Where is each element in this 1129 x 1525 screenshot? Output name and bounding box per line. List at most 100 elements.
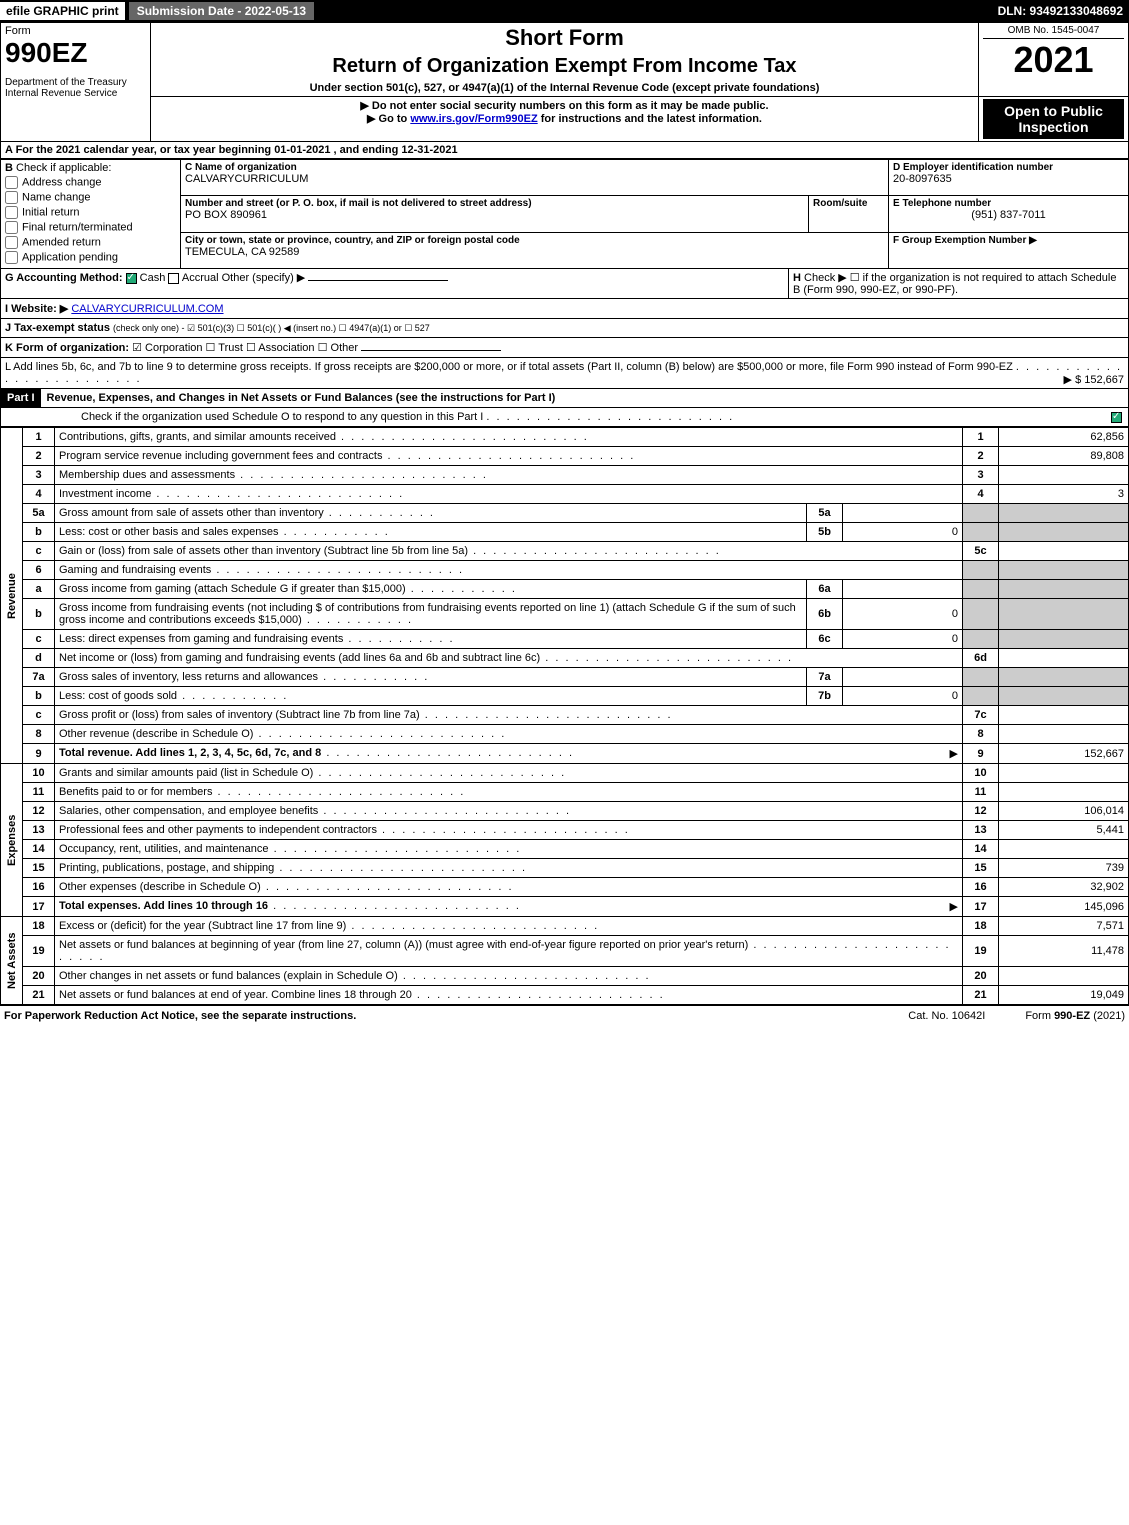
form-number: 990EZ [5,37,146,69]
table-row: dNet income or (loss) from gaming and fu… [1,649,1129,668]
under-section: Under section 501(c), 527, or 4947(a)(1)… [155,82,974,94]
line-description: Total expenses. Add lines 10 through 16 … [55,897,963,917]
check-address-change[interactable]: Address change [5,176,176,189]
phone-value: (951) 837-7011 [893,209,1124,221]
grey-cell [963,504,999,523]
line-description: Net income or (loss) from gaming and fun… [55,649,963,668]
inner-line-number: 6a [807,580,843,599]
short-form-title: Short Form [155,25,974,51]
line-description: Gain or (loss) from sale of assets other… [55,542,963,561]
grey-cell [963,630,999,649]
tax-year: 2021 [983,39,1124,81]
right-line-value: 106,014 [999,802,1129,821]
table-row: 15Printing, publications, postage, and s… [1,859,1129,878]
accrual-checkbox-icon[interactable] [168,273,179,284]
accounting-section: G Accounting Method: Cash Accrual Other … [0,269,1129,299]
other-org-blank[interactable] [361,350,501,351]
section-g-label: G Accounting Method: [5,272,123,284]
top-bar: efile GRAPHIC print Submission Date - 20… [0,0,1129,22]
check-if-applicable: Check if applicable: [16,162,111,174]
right-line-value [999,706,1129,725]
section-a-tax-year: A For the 2021 calendar year, or tax yea… [0,142,1129,159]
line-description: Salaries, other compensation, and employ… [55,802,963,821]
check-final-return[interactable]: Final return/terminated [5,221,176,234]
right-line-number: 19 [963,936,999,967]
check-application-pending[interactable]: Application pending [5,251,176,264]
line-number: 4 [23,485,55,504]
right-line-value: 89,808 [999,447,1129,466]
line-description: Professional fees and other payments to … [55,821,963,840]
line-number: d [23,649,55,668]
grey-cell [963,523,999,542]
form-ref: Form 990-EZ (2021) [1025,1010,1125,1022]
inner-line-number: 7a [807,668,843,687]
right-line-value [999,649,1129,668]
efile-label[interactable]: efile GRAPHIC print [0,2,125,20]
city-value: TEMECULA, CA 92589 [185,246,884,258]
section-k-form-org: K Form of organization: ☑ Corporation ☐ … [0,338,1129,358]
table-row: 19Net assets or fund balances at beginni… [1,936,1129,967]
line-description: Gross amount from sale of assets other t… [55,504,807,523]
inner-line-value: 0 [843,630,963,649]
section-i-website: I Website: ▶ CALVARYCURRICULUM.COM [0,299,1129,319]
line-number: c [23,542,55,561]
right-line-number: 7c [963,706,999,725]
grey-cell [963,599,999,630]
line-number: 5a [23,504,55,523]
table-row: bLess: cost of goods sold7b0 [1,687,1129,706]
section-h-text: Check ▶ ☐ if the organization is not req… [793,272,1116,296]
line-description: Gross profit or (loss) from sales of inv… [55,706,963,725]
table-row: 4Investment income43 [1,485,1129,504]
part-i-checkbox-icon[interactable] [1111,412,1122,423]
check-initial-return[interactable]: Initial return [5,206,176,219]
right-line-number: 2 [963,447,999,466]
right-line-number: 21 [963,986,999,1005]
table-row: 5aGross amount from sale of assets other… [1,504,1129,523]
line-description: Other expenses (describe in Schedule O) [55,878,963,897]
right-line-value: 152,667 [999,744,1129,764]
right-line-value: 7,571 [999,917,1129,936]
table-row: 9Total revenue. Add lines 1, 2, 3, 4, 5c… [1,744,1129,764]
website-link[interactable]: CALVARYCURRICULUM.COM [71,303,223,315]
part-i-check-row: Check if the organization used Schedule … [0,408,1129,427]
grey-cell [999,668,1129,687]
right-line-value: 19,049 [999,986,1129,1005]
grey-cell [999,630,1129,649]
irs-link[interactable]: www.irs.gov/Form990EZ [410,113,537,125]
arrow-icon: ▶ [950,747,958,760]
table-row: 7aGross sales of inventory, less returns… [1,668,1129,687]
line-description: Gross sales of inventory, less returns a… [55,668,807,687]
line-description: Less: cost or other basis and sales expe… [55,523,807,542]
grey-cell [963,561,999,580]
right-line-value [999,783,1129,802]
paperwork-notice: For Paperwork Reduction Act Notice, see … [4,1010,868,1022]
table-row: 8Other revenue (describe in Schedule O)8 [1,725,1129,744]
city-label: City or town, state or province, country… [185,235,884,246]
check-amended-return[interactable]: Amended return [5,236,176,249]
right-line-value [999,725,1129,744]
line-description: Less: cost of goods sold [55,687,807,706]
line-number: 7a [23,668,55,687]
line-number: 12 [23,802,55,821]
catalog-number: Cat. No. 10642I [868,1010,1025,1022]
accrual-label: Accrual [182,272,219,284]
inner-line-value [843,580,963,599]
room-suite-label: Room/suite [813,198,884,209]
line-number: 19 [23,936,55,967]
line-description: Contributions, gifts, grants, and simila… [55,428,963,447]
inner-line-value [843,668,963,687]
right-line-number: 12 [963,802,999,821]
line-description: Printing, publications, postage, and shi… [55,859,963,878]
ssn-note: ▶ Do not enter social security numbers o… [155,99,974,112]
line-description: Gross income from fundraising events (no… [55,599,807,630]
check-name-change[interactable]: Name change [5,191,176,204]
inner-line-number: 5a [807,504,843,523]
right-line-number: 9 [963,744,999,764]
table-row: Expenses10Grants and similar amounts pai… [1,764,1129,783]
cash-checkbox-icon[interactable] [126,273,137,284]
line-number: b [23,687,55,706]
other-specify-blank[interactable] [308,280,448,281]
line-description: Gaming and fundraising events [55,561,963,580]
line-number: 21 [23,986,55,1005]
main-financial-table: Revenue1Contributions, gifts, grants, an… [0,427,1129,1005]
